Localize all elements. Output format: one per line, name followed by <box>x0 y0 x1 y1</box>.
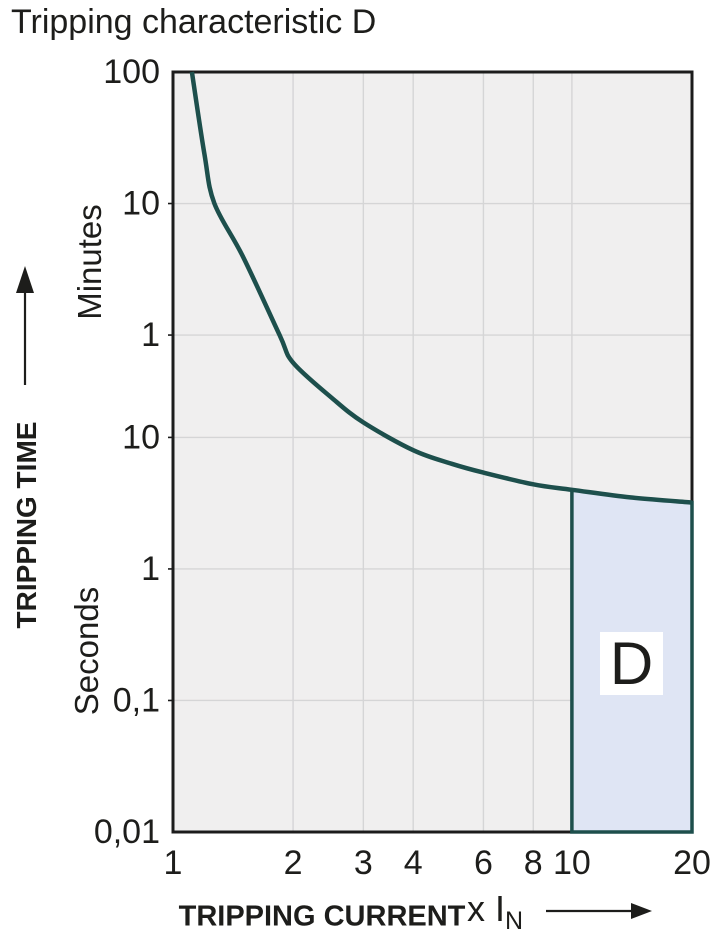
y-axis-unit-seconds: Seconds <box>68 586 105 716</box>
up-arrow-icon <box>16 266 34 385</box>
chart-title: Tripping characteristic D <box>11 3 377 41</box>
y-tick-label: 0,01 <box>94 813 160 851</box>
region-label: D <box>609 629 654 697</box>
x-tick-label: 3 <box>354 844 373 882</box>
y-axis-unit-minutes: Minutes <box>71 204 108 320</box>
x-tick-label: 20 <box>673 844 711 882</box>
y-tick-label: 10 <box>122 185 160 223</box>
x-axis-title: TRIPPING CURRENT <box>178 900 466 933</box>
x-tick-label: 6 <box>474 844 493 882</box>
tripping-curve <box>189 71 693 505</box>
y-tick-label: 0,1 <box>113 681 160 719</box>
x-axis-unit-subscript: N <box>505 907 524 936</box>
y-tick-label: 1 <box>141 550 160 588</box>
y-axis-title: TRIPPING TIME <box>11 421 42 629</box>
y-tick-label: 10 <box>122 418 160 456</box>
x-tick-label: 10 <box>553 844 591 882</box>
x-tick-label: 1 <box>164 844 183 882</box>
region-label-box: D <box>600 632 663 695</box>
x-axis-unit-prefix: x I <box>467 888 506 929</box>
x-axis-unit: x IN <box>467 888 523 936</box>
x-tick-label: 2 <box>284 844 303 882</box>
y-tick-label: 1 <box>141 316 160 354</box>
x-tick-label: 4 <box>404 844 423 882</box>
y-tick-label: 100 <box>103 53 160 91</box>
plot-border <box>171 70 694 834</box>
x-tick-label: 8 <box>524 844 543 882</box>
right-arrow-icon <box>546 903 652 919</box>
